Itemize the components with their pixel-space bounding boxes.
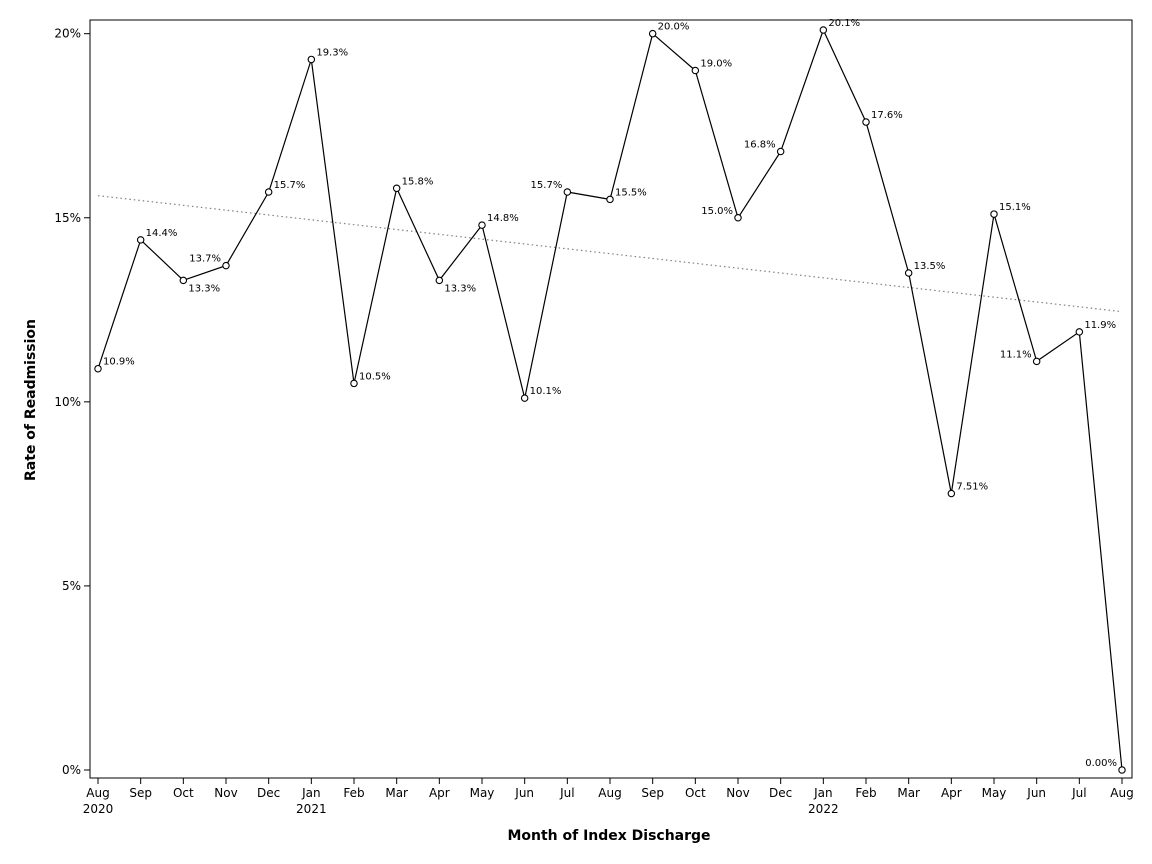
data-label: 13.3%	[188, 283, 220, 294]
data-point	[435, 276, 444, 285]
data-label: 13.5%	[914, 261, 946, 272]
x-tick-label-month: Jun	[1026, 786, 1046, 800]
x-tick-label-month: Apr	[941, 786, 962, 800]
data-point	[1075, 328, 1084, 336]
data-point	[691, 66, 700, 75]
data-label: 10.5%	[359, 371, 391, 382]
x-tick-label-month: Aug	[1110, 786, 1133, 800]
data-point	[520, 394, 529, 402]
data-point	[990, 210, 998, 218]
x-tick-label-month: Nov	[726, 786, 749, 800]
data-label: 7.51%	[956, 482, 988, 493]
x-tick-label-month: Dec	[257, 786, 280, 800]
x-tick-label-year: 2021	[296, 802, 327, 816]
y-axis-title: Rate of Readmission	[23, 319, 39, 481]
x-axis-title: Month of Index Discharge	[507, 828, 710, 844]
data-label: 14.4%	[146, 228, 178, 239]
data-point	[819, 26, 828, 34]
data-label: 16.8%	[744, 139, 776, 150]
x-axis: Aug 2020 Sep Oct Nov Dec Jan 2021 Feb Mar Apr May Ju…	[83, 778, 1134, 816]
data-label: 19.3%	[316, 47, 348, 58]
data-point	[222, 261, 230, 270]
data-label: 11.9%	[1084, 320, 1116, 331]
data-label: 15.8%	[402, 176, 434, 187]
data-label: 15.1%	[999, 202, 1031, 213]
x-tick-label-month: Apr	[429, 786, 450, 800]
data-label: 10.9%	[103, 357, 135, 368]
data-point	[734, 214, 742, 222]
data-label: 15.0%	[701, 206, 733, 217]
data-label: 19.0%	[700, 58, 732, 69]
trend-line	[97, 195, 1123, 313]
data-point	[862, 118, 870, 126]
x-tick-label-month: Oct	[685, 786, 706, 800]
data-point	[648, 29, 657, 38]
data-label-layer: 10.9% 14.4% 13.3% 13.7% 15.7% 19.3% 10.5% 15.8%…	[103, 18, 1117, 769]
x-tick-label-month: Sep	[641, 786, 664, 800]
y-tick-label: 10%	[54, 395, 81, 409]
data-label: 17.6%	[871, 110, 903, 121]
x-tick-label-month: May	[982, 786, 1007, 800]
data-point	[904, 269, 913, 277]
y-tick-label: 5%	[62, 579, 81, 593]
x-tick-label-month: Jan	[813, 786, 833, 800]
series-line	[97, 28, 1123, 771]
data-point	[307, 55, 316, 64]
x-tick-label-month: May	[470, 786, 495, 800]
data-label: 20.1%	[828, 18, 860, 29]
data-point	[478, 221, 486, 229]
data-label: 15.5%	[615, 187, 647, 198]
trend-layer	[97, 195, 1123, 313]
data-label: 0.00%	[1085, 758, 1117, 769]
data-point	[392, 184, 401, 193]
data-label: 10.1%	[530, 386, 562, 397]
data-point	[264, 188, 273, 196]
x-tick-label-month: Feb	[343, 786, 364, 800]
x-tick-label-month: Dec	[769, 786, 792, 800]
x-tick-label-month: Aug	[86, 786, 109, 800]
x-tick-label-month: Mar	[385, 786, 408, 800]
x-tick-label-month: Jun	[514, 786, 534, 800]
y-tick-label: 20%	[54, 27, 81, 41]
data-point	[179, 276, 188, 285]
x-tick-label-month: Jul	[559, 786, 574, 800]
y-axis: 0% 5% 10% 15% 20%	[54, 27, 90, 777]
data-point	[947, 489, 956, 498]
x-tick-label-month: Oct	[173, 786, 194, 800]
data-label: 20.0%	[658, 22, 690, 33]
x-tick-label-month: Jan	[301, 786, 321, 800]
data-point	[776, 147, 785, 156]
plot-area-frame	[89, 19, 1133, 779]
data-point	[350, 379, 358, 388]
data-label: 14.8%	[487, 213, 519, 224]
x-tick-label-year: 2020	[83, 802, 114, 816]
data-label: 13.3%	[444, 283, 476, 294]
data-point	[1032, 357, 1041, 366]
x-tick-label-month: Nov	[214, 786, 237, 800]
y-tick-label: 15%	[54, 211, 81, 225]
data-point	[606, 195, 614, 204]
data-label: 15.7%	[531, 180, 563, 191]
data-point	[563, 188, 572, 196]
x-tick-label-year: 2022	[808, 802, 839, 816]
x-tick-label-month: Feb	[855, 786, 876, 800]
data-point	[94, 364, 102, 373]
x-tick-label-month: Sep	[129, 786, 152, 800]
y-tick-label: 0%	[62, 763, 81, 777]
x-tick-label-month: Mar	[897, 786, 920, 800]
data-point	[136, 236, 145, 244]
data-label: 13.7%	[189, 254, 221, 265]
data-label: 11.1%	[1000, 349, 1032, 360]
x-tick-label-month: Jul	[1071, 786, 1086, 800]
series-layer	[94, 26, 1126, 774]
x-tick-label-month: Aug	[598, 786, 621, 800]
data-label: 15.7%	[274, 180, 306, 191]
data-point	[1118, 766, 1126, 774]
